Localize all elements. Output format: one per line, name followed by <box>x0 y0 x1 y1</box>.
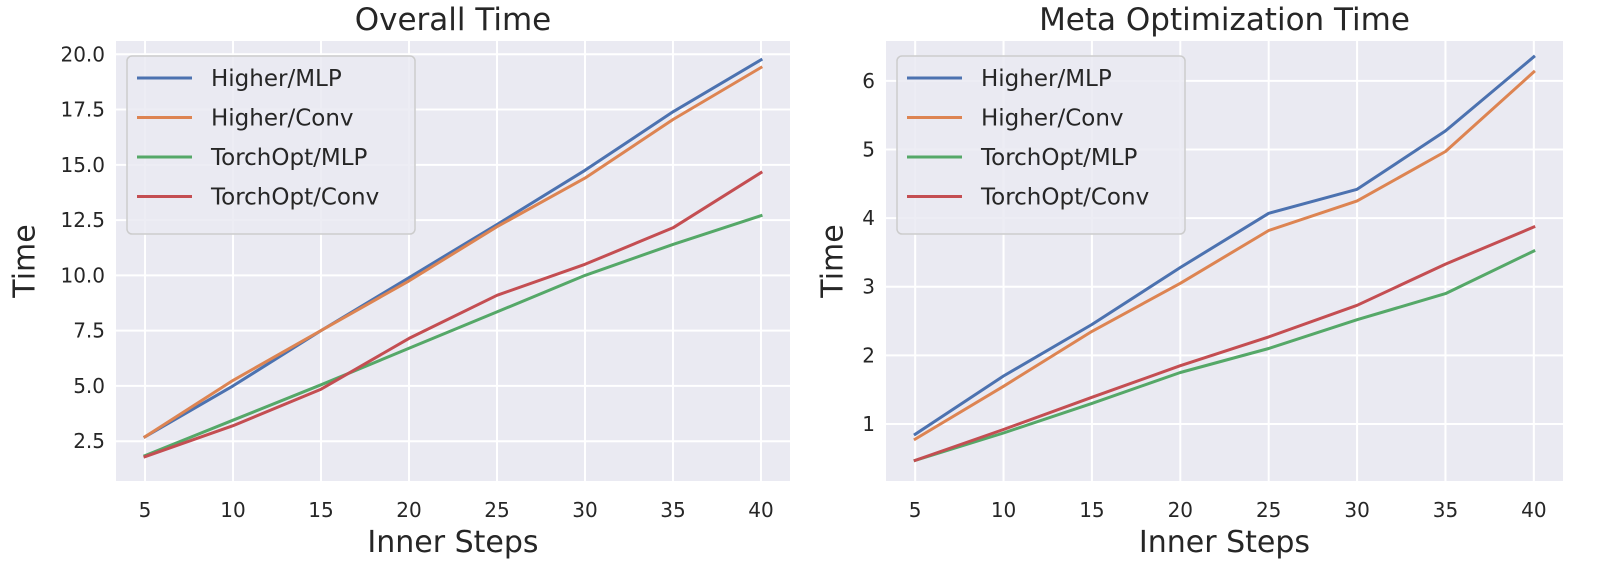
chart-1-x-tick-label: 30 <box>572 498 597 522</box>
chart-1-title: Overall Time <box>355 2 552 38</box>
chart-2-legend: Higher/MLP Higher/Conv TorchOpt/MLP TorchOp… <box>896 55 1186 235</box>
chart-1-series-higher-conv <box>142 65 764 439</box>
chart-2-title: Meta Optimization Time <box>1039 2 1410 38</box>
chart-2-x-tick-label: 15 <box>1079 498 1104 522</box>
chart-1-y-tick-label: 10.0 <box>60 263 105 287</box>
chart-1-y-tick-label: 5.0 <box>73 374 105 398</box>
chart-2-y-axis-label: Time <box>816 224 851 298</box>
chart-1-x-tick-label: 20 <box>396 498 421 522</box>
chart-1-x-tick-label: 40 <box>748 498 773 522</box>
chart-2-x-tick-label: 40 <box>1521 498 1546 522</box>
overall-time-chart: 5 10 15 20 25 30 35 40 2.5 5.0 7.5 10.0 12.5 15.0 17.5… <box>8 2 790 560</box>
chart-2-x-tick-label: 10 <box>991 498 1016 522</box>
chart-2-x-tick-label: 30 <box>1344 498 1369 522</box>
chart-2-x-tick-label: 20 <box>1168 498 1193 522</box>
chart-2-legend-label-higher-conv: Higher/Conv <box>981 106 1124 132</box>
chart-1-legend-label-torchopt-conv: TorchOpt/Conv <box>210 185 379 211</box>
chart-2-legend-box <box>896 55 1186 235</box>
chart-1-y-axis-label: Time <box>8 224 43 298</box>
chart-1-legend-label-higher-mlp: Higher/MLP <box>211 66 342 92</box>
chart-2-x-tick-label: 5 <box>909 498 922 522</box>
chart-2-y-tick-label: 2 <box>862 343 875 367</box>
chart-2-series-higher-mlp <box>913 54 1536 437</box>
chart-2-y-tick-label: 5 <box>862 137 875 161</box>
chart-2-series-higher-conv <box>913 69 1536 442</box>
chart-1-x-tick-label: 25 <box>484 498 509 522</box>
chart-2-legend-label-higher-mlp: Higher/MLP <box>981 66 1112 92</box>
chart-1-y-tick-label: 17.5 <box>60 98 105 122</box>
chart-1-y-tick-label: 20.0 <box>60 42 105 66</box>
chart-1-legend-label-torchopt-mlp: TorchOpt/MLP <box>210 145 368 171</box>
chart-1-series-higher-mlp <box>142 57 764 439</box>
chart-1-x-tick-label: 35 <box>660 498 685 522</box>
chart-1-x-axis-label: Inner Steps <box>367 525 538 560</box>
chart-1-legend-label-higher-conv: Higher/Conv <box>211 106 354 132</box>
chart-1-x-tick-label: 15 <box>308 498 333 522</box>
chart-1-legend-box <box>126 55 416 235</box>
chart-1-legend: Higher/MLP Higher/Conv TorchOpt/MLP TorchOp… <box>126 55 416 235</box>
chart-2-series-torchopt-mlp <box>913 248 1536 463</box>
chart-1-x-tick-label: 5 <box>139 498 152 522</box>
chart-2-series-torchopt-conv <box>913 225 1536 463</box>
chart-1-series-torchopt-conv <box>143 170 764 459</box>
chart-2-legend-label-torchopt-mlp: TorchOpt/MLP <box>980 145 1138 171</box>
chart-1-y-tick-label: 12.5 <box>60 208 105 232</box>
chart-1-y-tick-label: 7.5 <box>73 319 105 343</box>
chart-2-x-tick-label: 25 <box>1256 498 1281 522</box>
chart-2-y-tick-label: 1 <box>862 412 875 436</box>
chart-2-y-tick-label: 3 <box>862 275 875 299</box>
chart-2-legend-label-torchopt-conv: TorchOpt/Conv <box>980 185 1149 211</box>
chart-1-series-torchopt-mlp <box>143 213 763 458</box>
chart-2-y-tick-label: 4 <box>862 206 875 230</box>
chart-1-x-tick-label: 10 <box>220 498 245 522</box>
chart-2-x-axis-label: Inner Steps <box>1139 525 1310 560</box>
chart-2-y-tick-label: 6 <box>862 69 875 93</box>
chart-2-x-tick-label: 35 <box>1433 498 1458 522</box>
chart-1-y-tick-label: 15.0 <box>60 153 105 177</box>
meta-optimization-time-chart: 5 10 15 20 25 30 35 40 1 2 3 4 5 6 Meta Optimization T… <box>816 2 1563 560</box>
chart-1-y-tick-label: 2.5 <box>73 429 105 453</box>
